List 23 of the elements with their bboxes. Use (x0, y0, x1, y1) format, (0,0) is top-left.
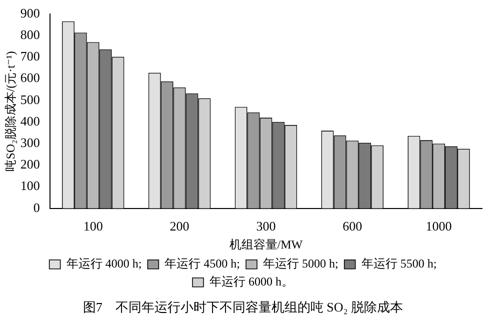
x-tick-label: 1000 (426, 218, 452, 234)
y-tick-label: 500 (20, 92, 40, 107)
y-tick-label: 100 (20, 178, 40, 194)
y-tick-label: 0 (33, 200, 40, 215)
y-tick-label: 200 (20, 156, 40, 172)
y-axis-title: 吨SO₂脱除成本/(元·t⁻¹) (3, 51, 18, 172)
x-axis-title: 机组容量/MW (229, 237, 304, 252)
y-tick-label: 800 (20, 27, 40, 42)
x-tick-label: 100 (83, 218, 103, 234)
legend-label: 年运行 6000 h。 (210, 274, 294, 289)
y-tick-label: 900 (20, 5, 40, 20)
legend-label: 年运行 4000 h; (66, 256, 142, 271)
legend-label: 年运行 5000 h; (263, 256, 338, 271)
legend-label: 年运行 4500 h; (164, 256, 240, 271)
y-tick-label: 700 (20, 48, 40, 64)
y-tick-label: 600 (20, 70, 40, 86)
y-tick-label: 300 (20, 135, 40, 150)
y-tick-label: 400 (20, 113, 40, 128)
x-tick-label: 200 (170, 218, 190, 234)
legend-label: 年运行 5500 h; (361, 256, 437, 271)
x-tick-label: 300 (256, 218, 276, 234)
x-tick-label: 600 (342, 218, 362, 234)
text: 图7 不同年运行小时下不同容量机组的吨 SO₂ 脱除成本 (82, 300, 404, 315)
